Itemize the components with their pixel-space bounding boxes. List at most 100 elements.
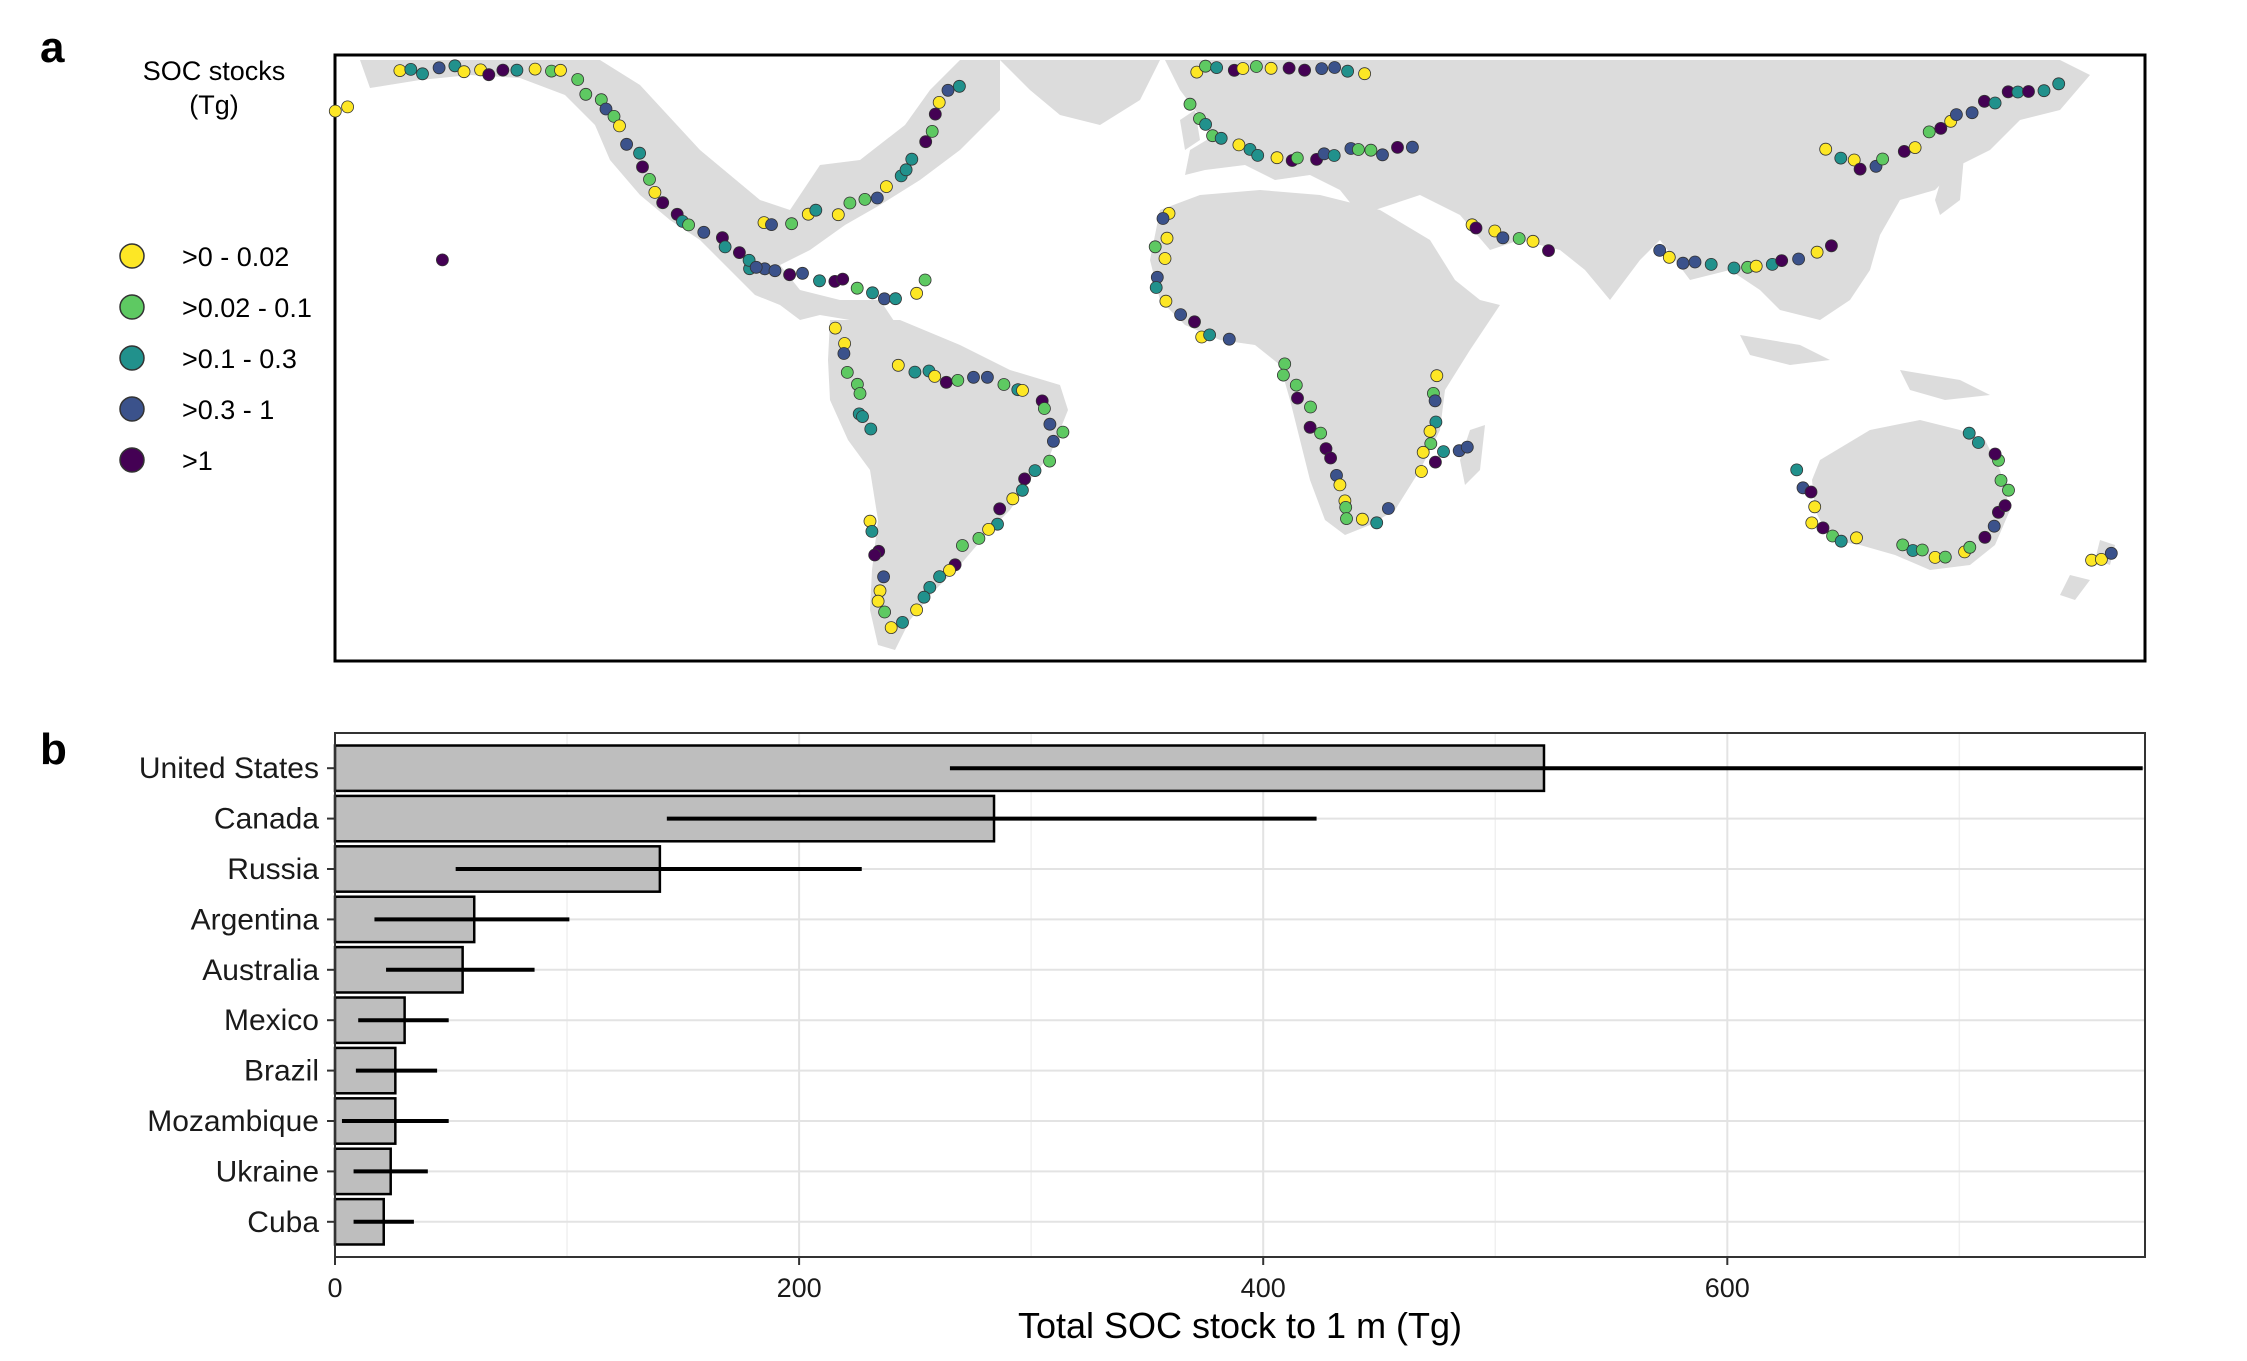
- soc-point: [571, 73, 585, 86]
- soc-point: [796, 266, 809, 280]
- soc-point: [1406, 140, 1419, 154]
- legend-label: >0.3 - 1: [182, 395, 274, 425]
- soc-point: [2104, 546, 2118, 560]
- soc-point: [1430, 369, 1444, 383]
- soc-point: [843, 196, 857, 210]
- soc-point: [1016, 383, 1029, 397]
- soc-point: [1987, 519, 2001, 533]
- soc-point: [1792, 252, 1805, 266]
- soc-point: [928, 107, 942, 121]
- soc-point: [1315, 62, 1329, 75]
- soc-point: [1805, 516, 1819, 530]
- x-axis-ticks: 0 200 400 600: [327, 1257, 1750, 1303]
- soc-point: [1978, 94, 1991, 108]
- soc-point: [866, 286, 879, 300]
- soc-point: [1428, 394, 1442, 408]
- country-label: Australia: [202, 954, 319, 987]
- soc-point: [1250, 60, 1263, 73]
- soc-point: [620, 137, 633, 151]
- soc-point: [1965, 106, 1979, 120]
- soc-point: [1222, 332, 1236, 346]
- country-label: United States: [139, 752, 319, 785]
- soc-point: [923, 581, 937, 594]
- soc-point: [1264, 61, 1278, 75]
- soc-point: [1148, 240, 1162, 254]
- plot-frame: [334, 732, 2146, 1258]
- soc-point: [899, 163, 913, 177]
- soc-point: [1896, 538, 1910, 552]
- soc-point: [554, 63, 567, 77]
- soc-point: [919, 135, 933, 149]
- world-map: [328, 53, 2147, 663]
- soc-point: [1988, 447, 2002, 461]
- soc-point: [1149, 281, 1163, 294]
- country-label: Brazil: [244, 1055, 319, 1088]
- soc-point: [1853, 162, 1867, 176]
- country-label: Mozambique: [147, 1105, 319, 1138]
- legend-swatch: [119, 396, 145, 422]
- soc-point: [896, 616, 909, 629]
- soc-point: [853, 387, 867, 400]
- soc-point: [865, 525, 879, 538]
- soc-point: [1364, 143, 1378, 157]
- legend-swatch: [119, 243, 145, 269]
- soc-point: [1270, 151, 1284, 165]
- soc-point: [1460, 440, 1474, 454]
- soc-point: [993, 502, 1007, 516]
- country-label: Canada: [214, 803, 319, 836]
- soc-point: [981, 370, 994, 384]
- soc-point: [871, 594, 885, 608]
- soc-point: [858, 192, 872, 206]
- soc-point: [1978, 530, 1992, 544]
- soc-point: [943, 564, 956, 577]
- soc-point: [1496, 231, 1510, 245]
- australia-shape: [1812, 420, 2010, 570]
- soc-point: [1324, 451, 1337, 465]
- soc-point: [1998, 499, 2012, 513]
- soc-point: [2052, 77, 2066, 91]
- soc-point: [918, 273, 932, 287]
- soc-point: [1437, 445, 1450, 459]
- soc-point: [1304, 400, 1317, 414]
- soc-point: [528, 62, 542, 76]
- soc-point: [880, 180, 893, 194]
- soc-point: [1328, 61, 1341, 74]
- soc-point: [878, 292, 891, 306]
- soc-point: [768, 264, 782, 278]
- soc-point: [1382, 502, 1395, 515]
- legend-label: >0.1 - 0.3: [182, 344, 297, 374]
- soc-point: [1915, 543, 1929, 557]
- japan-shape: [1935, 145, 1965, 215]
- soc-point: [1358, 67, 1371, 81]
- soc-point: [1028, 464, 1042, 478]
- soc-point: [1352, 143, 1365, 156]
- soc-point: [1047, 434, 1060, 448]
- country-label: Ukraine: [216, 1155, 319, 1188]
- soc-point: [1424, 437, 1438, 451]
- new-zealand-south-shape: [2060, 575, 2090, 600]
- soc-point: [2002, 483, 2015, 497]
- soc-point: [889, 292, 902, 306]
- panel-b-letter: b: [40, 725, 67, 774]
- soc-point: [1174, 308, 1187, 322]
- soc-point: [510, 63, 524, 77]
- x-tick-label: 600: [1705, 1273, 1750, 1303]
- legend-swatch: [119, 447, 145, 473]
- north-america-shape: [360, 60, 1000, 335]
- soc-point: [1415, 465, 1428, 478]
- madagascar-shape: [1460, 425, 1485, 485]
- soc-point: [1775, 254, 1789, 268]
- soc-point: [878, 605, 891, 619]
- soc-point: [1676, 256, 1690, 270]
- soc-point: [1203, 328, 1216, 342]
- soc-point: [416, 67, 429, 81]
- soc-point: [435, 253, 449, 267]
- soc-point: [1834, 534, 1848, 548]
- legend-items: >0 - 0.02 >0.02 - 0.1 >0.1 - 0.3 >0.3 - 1 >1: [119, 242, 312, 476]
- soc-point: [864, 422, 878, 436]
- soc-point: [765, 218, 778, 232]
- soc-point: [917, 590, 931, 604]
- soc-point: [1333, 478, 1347, 492]
- soc-point: [1298, 63, 1311, 77]
